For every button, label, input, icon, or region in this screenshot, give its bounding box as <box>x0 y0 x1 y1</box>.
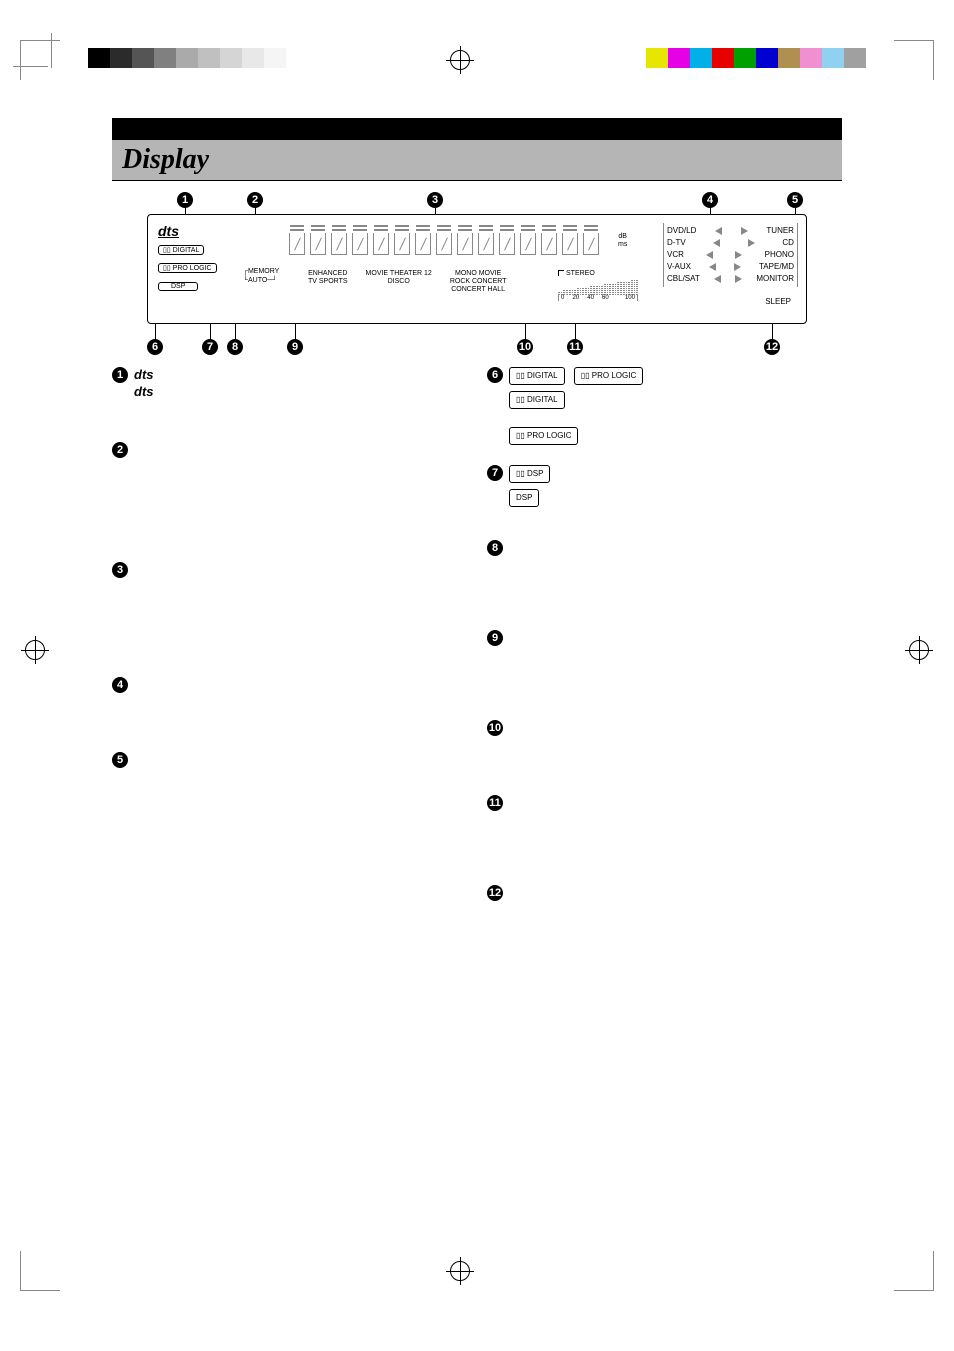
input-row: CBL/SAT MONITOR <box>667 273 794 285</box>
desc-item-4: 4 <box>112 677 467 732</box>
display-header: Display <box>112 140 842 181</box>
crop-mark <box>20 40 60 80</box>
diagram: 12345 6789101112 dts ▯▯ DIGITAL ▯▯ PRO L… <box>112 189 842 359</box>
spectrum-bar <box>435 225 453 255</box>
callout-6: 6 <box>147 339 163 355</box>
spectrum-bar <box>330 225 348 255</box>
desc-item-2: 2 <box>112 442 467 542</box>
callout-4: 4 <box>702 192 718 208</box>
mode-label: MOVIE THEATER 12DISCO <box>366 270 432 294</box>
callout-9: 9 <box>287 339 303 355</box>
spectrum-bar <box>519 225 537 255</box>
spectrum-bar <box>351 225 369 255</box>
spectrum-bar <box>393 225 411 255</box>
desc-item-3: 3 <box>112 562 467 657</box>
spectrum-display <box>288 225 600 255</box>
input-row: DVD/LD TUNER <box>667 225 794 237</box>
page-content: Display 12345 6789101112 dts ▯▯ DIGITAL … <box>112 118 842 935</box>
header-title: Display <box>122 144 209 175</box>
indicator-box: dts ▯▯ DIGITAL ▯▯ PRO LOGIC DSP <box>158 223 243 293</box>
crop-mark <box>894 40 934 80</box>
spectrum-bar <box>498 225 516 255</box>
desc-col-left: 1dtsdts 2 3 4 5 <box>112 367 467 935</box>
callout-8: 8 <box>227 339 243 355</box>
desc-item-6: 6▯▯ DIGITAL ▯▯ PRO LOGIC ▯▯ DIGITAL▯▯ PR… <box>487 367 842 445</box>
registration-mark <box>450 1261 470 1281</box>
digital-badge: ▯▯ DIGITAL <box>158 245 204 255</box>
descriptions: 1dtsdts 2 3 4 5 6▯▯ DIGITAL ▯▯ PRO LOGIC ▯▯ … <box>112 367 842 935</box>
spectrum-bar <box>582 225 600 255</box>
dts-logo: dts <box>158 223 243 239</box>
spectrum-bar <box>372 225 390 255</box>
db-label: dBms <box>618 233 627 249</box>
spectrum-bar <box>540 225 558 255</box>
display-panel: dts ▯▯ DIGITAL ▯▯ PRO LOGIC DSP ┌MEMORY … <box>147 214 807 324</box>
desc-col-right: 6▯▯ DIGITAL ▯▯ PRO LOGIC ▯▯ DIGITAL▯▯ PR… <box>487 367 842 935</box>
desc-item-8: 8 <box>487 540 842 610</box>
spectrum-bar <box>456 225 474 255</box>
callout-1: 1 <box>177 192 193 208</box>
grayscale-bar <box>88 48 286 68</box>
desc-item-10: 10 <box>487 720 842 775</box>
input-row: D-TV CD <box>667 237 794 249</box>
input-row: VCR PHONO <box>667 249 794 261</box>
spectrum-bar <box>288 225 306 255</box>
spectrum-bar <box>477 225 495 255</box>
sleep-label: SLEEP <box>765 297 791 306</box>
prologic-badge: ▯▯ PRO LOGIC <box>158 263 217 273</box>
desc-item-1: 1dtsdts <box>112 367 467 422</box>
stereo-label: STEREO <box>558 270 595 277</box>
callout-12: 12 <box>764 339 780 355</box>
mode-label: ENHANCEDTV SPORTS <box>308 270 348 294</box>
desc-item-5: 5 <box>112 752 467 782</box>
dsp-modes: ENHANCEDTV SPORTS MOVIE THEATER 12DISCO MO… <box>308 270 506 294</box>
callout-3: 3 <box>427 192 443 208</box>
input-selector: DVD/LD TUNERD-TV CDVCR PHONOV-AUX TAPE/M… <box>663 223 798 287</box>
registration-mark <box>25 640 45 660</box>
mode-label: MONO MOVIEROCK CONCERTCONCERT HALL <box>450 270 507 294</box>
spectrum-bar <box>561 225 579 255</box>
section-bar <box>112 118 842 140</box>
crop-mark <box>894 1251 934 1291</box>
crop-mark <box>20 1251 60 1291</box>
callout-2: 2 <box>247 192 263 208</box>
callout-7: 7 <box>202 339 218 355</box>
callout-5: 5 <box>787 192 803 208</box>
volume-meter: 0204060100 <box>558 277 638 301</box>
desc-item-11: 11 <box>487 795 842 865</box>
desc-item-12: 12 <box>487 885 842 915</box>
dsp-badge: DSP <box>158 282 198 291</box>
color-bar <box>646 48 866 68</box>
desc-item-7: 7▯▯ DSP DSP <box>487 465 842 520</box>
registration-mark <box>909 640 929 660</box>
callout-11: 11 <box>567 339 583 355</box>
desc-item-9: 9 <box>487 630 842 700</box>
input-row: V-AUX TAPE/MD <box>667 261 794 273</box>
spectrum-bar <box>414 225 432 255</box>
memory-auto-label: ┌MEMORY └AUTO─┘ <box>243 267 279 285</box>
spectrum-bar <box>309 225 327 255</box>
registration-mark <box>450 50 470 70</box>
callout-10: 10 <box>517 339 533 355</box>
